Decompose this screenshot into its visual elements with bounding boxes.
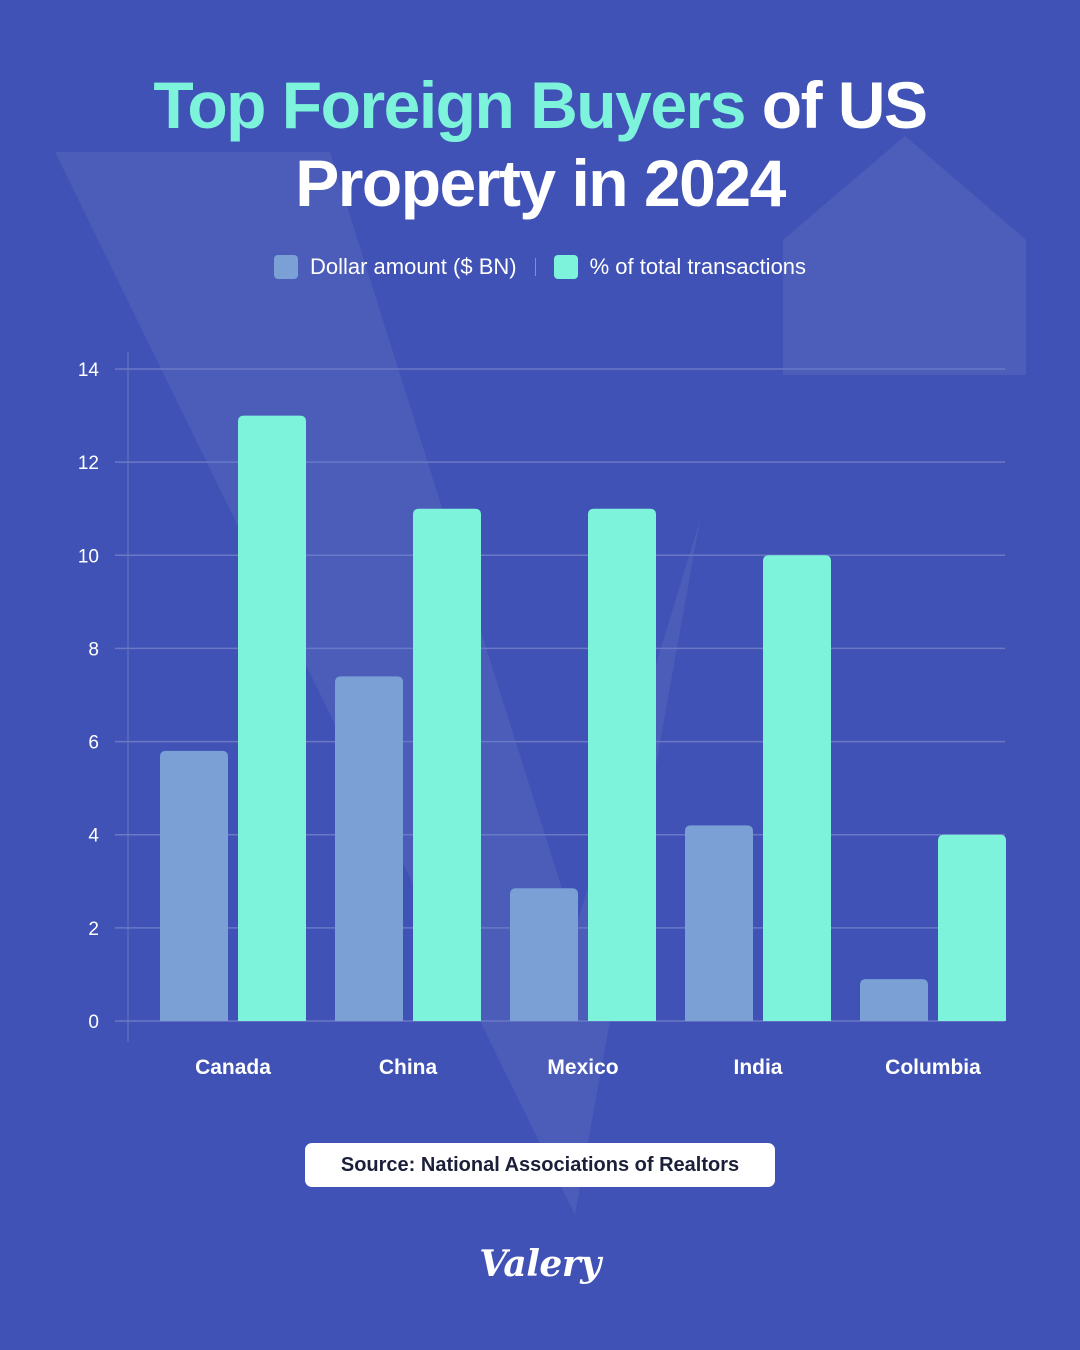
bar-percent-transactions	[588, 508, 656, 1021]
legend-item-percent: % of total transactions	[553, 254, 807, 280]
legend-separator	[534, 258, 536, 276]
legend-swatch-percent	[553, 255, 578, 279]
bar-percent-transactions	[238, 415, 306, 1022]
x-category-label: India	[733, 1056, 782, 1079]
y-tick-label: 4	[88, 826, 99, 847]
background-house-shape	[783, 136, 1026, 375]
bar-dollar-amount	[335, 676, 403, 1021]
legend-label-percent: % of total transactions	[589, 254, 807, 279]
x-category-label: Canada	[195, 1056, 271, 1079]
bar-dollar-amount	[860, 979, 928, 1021]
y-tick-label: 14	[78, 360, 100, 381]
bar-dollar-amount	[160, 750, 228, 1021]
title-line2: Property in 2024	[295, 146, 786, 220]
legend-label-dollar: Dollar amount ($ BN)	[309, 254, 517, 279]
y-tick-label: 0	[88, 1012, 99, 1033]
bar-percent-transactions	[938, 834, 1006, 1021]
legend-item-dollar: Dollar amount ($ BN)	[273, 254, 517, 280]
valery-logo: Valery	[479, 1243, 601, 1285]
y-tick-label: 12	[78, 453, 99, 474]
title-line1-rest: of US	[744, 68, 928, 142]
x-category-label: Mexico	[547, 1056, 618, 1079]
y-tick-label: 2	[88, 919, 99, 940]
bar-percent-transactions	[413, 508, 481, 1021]
x-category-label: Columbia	[885, 1056, 981, 1079]
title-highlight: Top Foreign Buyers	[153, 68, 746, 142]
y-tick-label: 10	[78, 546, 99, 567]
source-label: Source: National Associations of Realtor…	[305, 1143, 775, 1187]
x-category-label: China	[379, 1056, 438, 1079]
chart-title: Top Foreign Buyers of US Property in 202…	[0, 66, 1080, 222]
bar-dollar-amount	[510, 888, 578, 1021]
bar-percent-transactions	[763, 555, 831, 1021]
y-tick-label: 6	[88, 733, 99, 754]
bar-dollar-amount	[685, 825, 753, 1021]
legend-swatch-dollar	[273, 255, 298, 279]
y-tick-label: 8	[88, 639, 99, 660]
chart-legend: Dollar amount ($ BN) % of total transact…	[0, 254, 1080, 280]
